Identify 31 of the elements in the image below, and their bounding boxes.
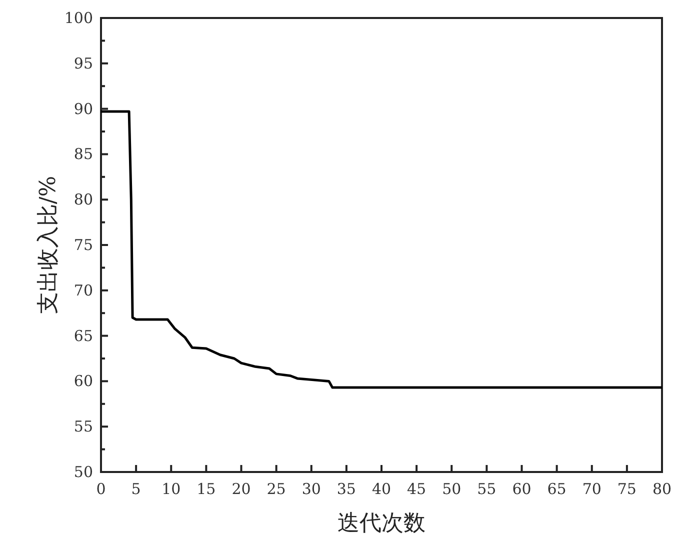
y-tick-label: 50 [74, 463, 93, 481]
x-tick-label: 45 [407, 480, 426, 498]
y-tick-label: 100 [64, 9, 93, 27]
x-tick-label: 5 [131, 480, 141, 498]
y-axis-title: 支出收入比/% [36, 176, 61, 314]
x-tick-label: 75 [617, 480, 636, 498]
x-tick-label: 20 [232, 480, 251, 498]
x-tick-label: 60 [512, 480, 532, 498]
y-tick-label: 85 [74, 145, 93, 164]
y-tick-label: 90 [74, 100, 93, 118]
y-tick-label: 80 [74, 190, 93, 209]
x-tick-label: 25 [266, 480, 286, 498]
x-tick-label: 70 [582, 480, 602, 498]
y-tick-label: 75 [74, 236, 93, 254]
x-tick-label: 10 [162, 480, 181, 498]
x-axis-title: 迭代次数 [338, 511, 426, 536]
y-tick-label: 60 [74, 372, 93, 390]
x-tick-label: 0 [96, 480, 106, 498]
y-tick-label: 55 [74, 418, 93, 436]
x-tick-label: 80 [652, 480, 672, 498]
y-tick-label: 95 [74, 54, 93, 72]
x-tick-label: 50 [442, 480, 462, 498]
x-tick-label: 15 [196, 480, 216, 498]
x-tick-label: 30 [302, 480, 321, 498]
x-tick-label: 65 [547, 480, 566, 498]
y-tick-label: 65 [74, 326, 93, 345]
x-tick-label: 40 [372, 480, 392, 498]
x-tick-label: 55 [477, 480, 496, 498]
y-tick-label: 70 [74, 281, 93, 300]
x-tick-label: 35 [336, 480, 356, 498]
line-series [100, 110, 664, 389]
